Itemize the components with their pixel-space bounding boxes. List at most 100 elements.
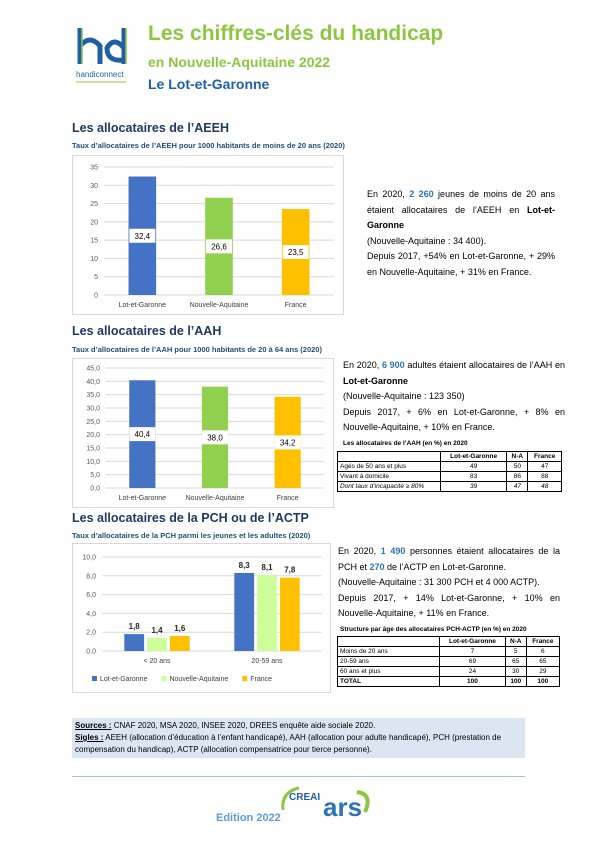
- legend-swatch: [242, 676, 248, 681]
- value-label: 34,2: [280, 438, 296, 447]
- label-box: [202, 430, 228, 445]
- text: Depuis 2017, +54% en Lot-et-Garonne, + 2…: [367, 251, 555, 277]
- number-cell: 86: [506, 471, 529, 482]
- header-cell: [336, 636, 441, 647]
- text: Depuis 2017, + 6% en Lot-et-Garonne, + 8…: [343, 406, 565, 433]
- text: CNAF 2020, MSA 2020, INSEE 2020, DREES e…: [111, 721, 376, 730]
- chart: 0,0 2,0 4,0 6,0 8,0 10,0 < 20 ans 1,8 1,4 1,6 20-5…: [72, 543, 331, 693]
- y-tick-label: 45,0: [86, 366, 100, 373]
- label-box: [129, 427, 156, 442]
- row-label: TOTAL: [336, 676, 441, 687]
- x-tick-label: Nouvelle-Aquitaine: [190, 302, 249, 309]
- number-cell: 24: [439, 666, 506, 677]
- y-tick-label: 10: [90, 256, 98, 263]
- label: Sigles :: [75, 733, 104, 742]
- text: En 2020,: [343, 360, 382, 370]
- header-cell: France: [527, 451, 562, 462]
- number-cell: 100: [504, 676, 527, 687]
- row: 20-59 ans 69 65 65: [336, 656, 561, 667]
- y-tick-label: 5,0: [90, 472, 100, 479]
- label-box: [274, 435, 301, 450]
- number-cell: 5: [504, 646, 527, 657]
- header-row: Lot-et-Garonne N-A France: [336, 636, 561, 647]
- label-box: [206, 239, 232, 254]
- chart-title: Taux d’allocataires de l’AAH pour 1000 h…: [72, 345, 322, 354]
- header-cell: [336, 451, 442, 462]
- header-cell: N-A: [504, 636, 527, 647]
- partner-logos: CREAI ars: [281, 786, 370, 822]
- label-box: [282, 245, 309, 260]
- y-tick-label: 25: [90, 201, 98, 208]
- number-cell: 47: [527, 461, 562, 472]
- y-tick-label: 5: [94, 274, 98, 281]
- row-label: Agés de 50 ans et plus: [336, 461, 442, 472]
- bar: [234, 572, 255, 651]
- row-label: 20-59 ans: [336, 656, 441, 667]
- text: Depuis 2017, + 14% Lot-et-Garonne, + 10%…: [338, 592, 560, 619]
- bar: [147, 637, 167, 651]
- label: Sources :: [75, 721, 112, 730]
- table-wrap: Lot-et-Garonne N-A France Moins de 20 ans 7 5…: [336, 636, 561, 687]
- table: Lot-et-Garonne N-A France Agés de 50 ans et…: [336, 451, 562, 492]
- row: 60 ans et plus 24 30 29: [336, 666, 561, 677]
- number-cell: 88: [527, 471, 562, 482]
- value-label: 1,4: [151, 626, 163, 635]
- divider: [72, 776, 525, 777]
- row: Agés de 50 ans et plus 49 50 47: [336, 461, 562, 472]
- chart: 0 5 10 15 20 25 30 35 Lot-et-Garonne 32,4 Nouvelle…: [72, 155, 344, 315]
- value-label: 38,0: [207, 433, 223, 442]
- logo-text: ars: [323, 792, 362, 822]
- legend-label: Nouvelle-Aquitaine: [169, 676, 228, 683]
- x-tick-label: Nouvelle-Aquitaine: [186, 495, 245, 502]
- x-tick-label: Lot-et-Garonne: [119, 302, 167, 309]
- label-box: [129, 228, 156, 243]
- text-block: En 2020, 2 260 jeunes de moins de 20 ans…: [367, 187, 555, 280]
- legend-swatch: [161, 676, 167, 681]
- row: TOTAL 100 100 100: [336, 676, 561, 687]
- number-cell: 83: [440, 471, 508, 482]
- text: (Nouvelle-Aquitaine : 123 350): [343, 391, 465, 401]
- header-cell: France: [525, 636, 561, 647]
- y-tick-label: 0: [94, 293, 98, 300]
- edition: Edition 2022: [216, 812, 281, 824]
- value-label: 7,8: [284, 566, 296, 575]
- bar: [257, 574, 277, 651]
- number-cell: 29: [525, 666, 561, 677]
- y-tick-label: 4,0: [86, 611, 96, 618]
- value-label: 23,5: [288, 248, 304, 257]
- text: Lot-et-Garonne: [367, 204, 555, 231]
- text: jeunes de moins de 20 ans étaient alloca…: [367, 189, 556, 215]
- row-label: 60 ans et plus: [336, 666, 441, 677]
- text: Lot-et-Garonne: [343, 375, 408, 386]
- number-cell: 65: [525, 656, 561, 667]
- number-cell: 47: [506, 481, 529, 492]
- title: Les chiffres-clés du handicap: [148, 22, 444, 45]
- y-tick-label: 15,0: [86, 446, 100, 453]
- value-label: 32,4: [135, 232, 151, 241]
- row: Vivant à domicile 83 86 88: [336, 471, 562, 482]
- y-tick-label: 8,0: [86, 573, 96, 580]
- chart: 0,0 5,0 10,0 15,0 20,0 25,0 30,0 35,0 40,0 45,0 Lo…: [72, 358, 334, 508]
- x-tick-label: < 20 ans: [143, 658, 171, 665]
- y-tick-label: 10,0: [86, 459, 100, 466]
- text: 6 900: [381, 360, 405, 370]
- y-tick-label: 35,0: [86, 392, 100, 399]
- text: 1 490: [380, 546, 406, 556]
- number-cell: 39: [440, 481, 508, 492]
- text: En 2020,: [338, 546, 381, 556]
- logo: handiconnect: [76, 28, 127, 83]
- x-tick-label: France: [285, 302, 307, 309]
- row-label: Vivant à domicile: [336, 471, 442, 482]
- number-cell: 30: [504, 666, 527, 677]
- bar: [124, 634, 145, 651]
- value-label: 40,4: [135, 430, 151, 439]
- text: En 2020,: [367, 189, 410, 199]
- header-cell: Lot-et-Garonne: [440, 451, 508, 462]
- text-block: En 2020, 6 900 adultes étaient allocatai…: [343, 358, 565, 436]
- row-label: Dont taux d’incapacité ≥ 80%: [336, 481, 442, 492]
- y-tick-label: 35: [90, 165, 98, 172]
- value-label: 8,1: [261, 563, 273, 572]
- y-tick-label: 25,0: [86, 419, 100, 426]
- text: AEEH (allocation d’éducation à l’enfant …: [75, 733, 502, 754]
- text: 270: [369, 561, 385, 572]
